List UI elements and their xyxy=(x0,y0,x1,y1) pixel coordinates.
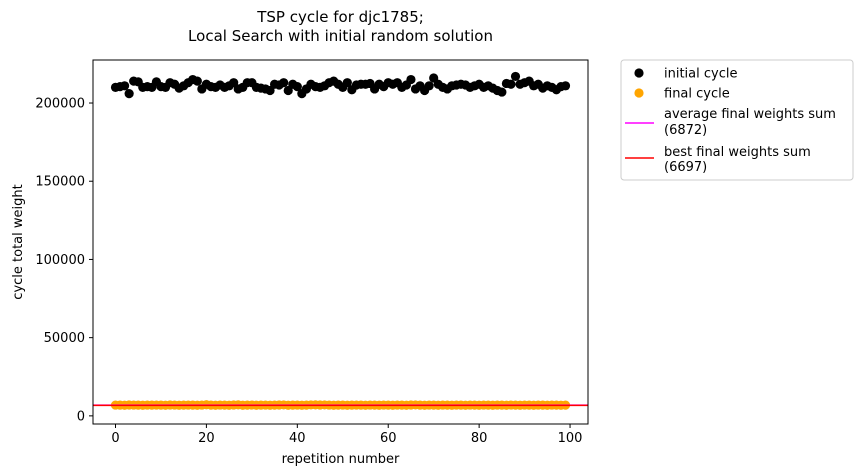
x-tick-label: 100 xyxy=(558,431,583,446)
initial-cycle-point xyxy=(510,71,521,82)
y-tick-label: 50000 xyxy=(44,331,85,346)
x-axis-label: repetition number xyxy=(282,452,400,467)
legend-marker-initial xyxy=(634,68,644,78)
initial-cycle-point xyxy=(560,81,571,91)
x-tick-label: 20 xyxy=(198,431,215,446)
axes-frame xyxy=(92,59,589,425)
initial-cycle-point xyxy=(424,81,434,91)
legend-box xyxy=(620,59,854,181)
y-axis-label: cycle total weight xyxy=(11,184,26,299)
legend-label-final: final cycle xyxy=(664,87,730,102)
plot-area xyxy=(93,71,588,410)
initial-cycle-point xyxy=(342,78,352,88)
chart-title: TSP cycle for djc1785;Local Search with … xyxy=(188,8,493,45)
y-tick-label: 150000 xyxy=(35,175,85,190)
initial-cycle-point xyxy=(192,76,202,86)
title-line-2: Local Search with initial random solutio… xyxy=(188,27,493,45)
x-tick-label: 40 xyxy=(289,431,306,446)
x-tick-label: 0 xyxy=(111,431,119,446)
title-line-1: TSP cycle for djc1785; xyxy=(256,8,424,26)
y-tick-label: 100000 xyxy=(35,253,85,268)
legend-label-average-1: average final weights sum xyxy=(664,107,836,122)
legend-label-initial: initial cycle xyxy=(664,67,737,82)
initial-cycle-point xyxy=(279,78,289,88)
initial-cycle-point xyxy=(406,74,416,85)
legend-marker-final xyxy=(634,88,644,98)
legend: initial cycle final cycle average final we… xyxy=(620,59,854,181)
legend-label-best-2: (6697) xyxy=(664,160,707,175)
axes: 0 20 40 60 80 100 0 50000 100000 150000 200000 repe… xyxy=(11,59,589,467)
initial-cycle-point xyxy=(506,79,516,89)
initial-cycle-point xyxy=(497,87,507,97)
x-tick-label: 60 xyxy=(380,431,397,446)
initial-cycle-point xyxy=(292,81,302,92)
y-tick-label: 200000 xyxy=(35,97,85,112)
initial-cycle-point xyxy=(124,89,134,99)
x-tick-label: 80 xyxy=(471,431,488,446)
initial-cycle-point xyxy=(119,81,130,91)
legend-label-average-2: (6872) xyxy=(664,123,707,138)
legend-label-best-1: best final weights sum xyxy=(664,145,811,160)
y-tick-label: 0 xyxy=(77,409,85,424)
